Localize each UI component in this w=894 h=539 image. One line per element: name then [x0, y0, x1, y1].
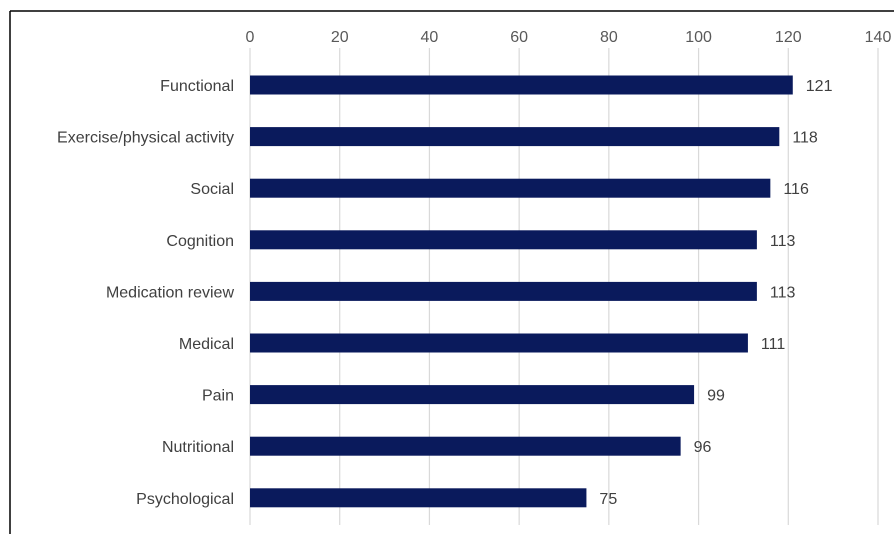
- x-tick-label: 60: [510, 29, 528, 46]
- x-tick-label: 120: [775, 29, 802, 46]
- bar: [250, 333, 748, 353]
- category-label: Psychological: [136, 491, 234, 508]
- data-label: 75: [599, 491, 617, 508]
- bar: [250, 178, 771, 198]
- bar: [250, 385, 695, 405]
- category-label: Medication review: [106, 284, 235, 301]
- bar: [250, 75, 793, 95]
- data-labels: 121 118 116 113 113 111 99 96 75: [599, 78, 832, 508]
- category-label: Cognition: [166, 233, 234, 250]
- data-label: 113: [770, 233, 796, 250]
- category-label: Social: [190, 181, 234, 198]
- data-label: 121: [806, 78, 833, 95]
- category-label: Medical: [179, 336, 234, 353]
- x-tick-label: 0: [246, 29, 255, 46]
- data-label: 99: [707, 388, 725, 405]
- x-tick-label: 40: [421, 29, 439, 46]
- category-label: Exercise/physical activity: [57, 130, 234, 147]
- data-label: 113: [770, 284, 796, 301]
- category-label: Nutritional: [162, 439, 234, 456]
- data-label: 118: [792, 130, 818, 147]
- category-label: Pain: [202, 388, 234, 405]
- data-label: 116: [783, 181, 809, 198]
- bar: [250, 281, 757, 301]
- data-label: 96: [694, 439, 712, 456]
- x-tick-label: 140: [865, 29, 892, 46]
- bar: [250, 127, 780, 147]
- bars: [250, 75, 793, 508]
- x-tick-label: 100: [685, 29, 712, 46]
- x-tick-label: 80: [600, 29, 618, 46]
- bar: [250, 488, 587, 508]
- bar: [250, 230, 757, 250]
- x-axis-tick-labels: 0 20 40 60 80 100 120 140: [246, 29, 892, 46]
- data-label: 111: [761, 336, 785, 353]
- category-labels: Functional Exercise/physical activity Soci…: [57, 78, 234, 508]
- bar: [250, 436, 681, 456]
- category-label: Functional: [160, 78, 234, 95]
- x-tick-label: 20: [331, 29, 349, 46]
